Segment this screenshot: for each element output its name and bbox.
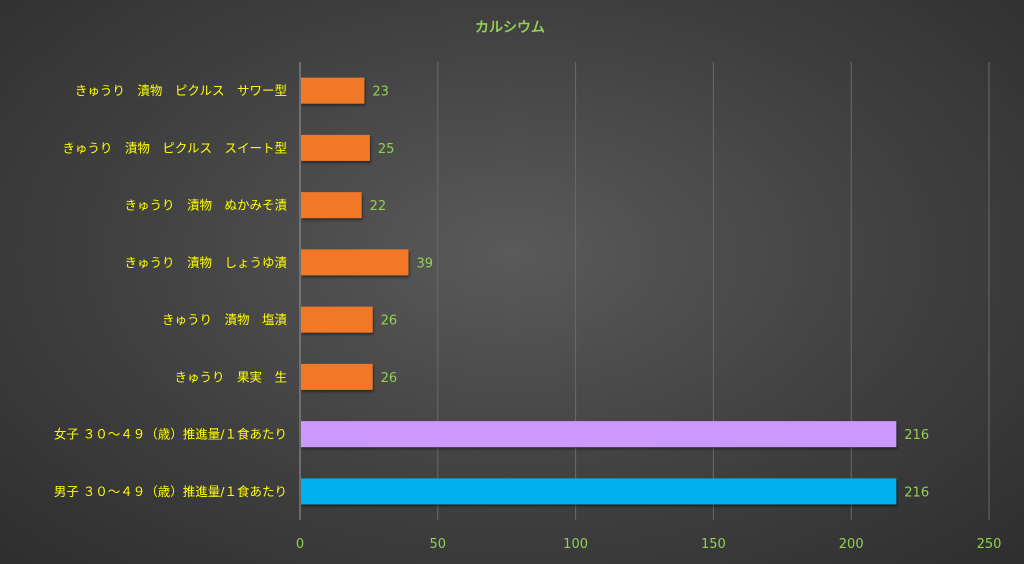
category-label: きゅうり 漬物 しょうゆ漬 (124, 255, 287, 270)
bar (301, 77, 365, 104)
category-label: きゅうり 漬物 ピクルス サワー型 (75, 83, 287, 98)
category-label: きゅうり 漬物 ピクルス スイート型 (62, 140, 287, 155)
data-label: 25 (378, 142, 395, 157)
category-label: きゅうり 果実 生 (174, 369, 287, 384)
bar (301, 478, 897, 505)
data-label: 39 (416, 256, 433, 271)
data-label: 26 (381, 314, 398, 329)
x-tick-label: 0 (296, 537, 304, 552)
bar (301, 134, 370, 161)
data-labels: 23 25 22 39 26 26 216 216 (370, 85, 929, 501)
x-tick-label: 50 (430, 537, 447, 552)
gridlines (299, 62, 990, 520)
data-label: 23 (372, 85, 389, 100)
category-label: きゅうり 漬物 ぬかみそ漬 (124, 198, 287, 213)
bar (301, 363, 373, 390)
x-tick-label: 250 (977, 537, 1002, 552)
x-axis-tick-labels: 0 50 100 150 200 250 (296, 537, 1002, 552)
chart-title: カルシウム (475, 20, 545, 36)
bars (301, 77, 897, 505)
bar (301, 306, 373, 333)
category-label: きゅうり 漬物 塩漬 (162, 312, 288, 327)
bar (301, 249, 409, 276)
data-label: 216 (904, 485, 929, 500)
bar (301, 421, 897, 448)
x-tick-label: 100 (563, 537, 588, 552)
x-tick-label: 150 (701, 537, 726, 552)
bar (301, 192, 362, 219)
category-label: 男子 ３０～４９（歳）推進量/１食あたり (54, 484, 287, 499)
data-label: 216 (904, 428, 929, 443)
data-label: 26 (381, 371, 398, 386)
category-label: 女子 ３０～４９（歳）推進量/１食あたり (54, 427, 287, 442)
x-tick-label: 200 (839, 537, 864, 552)
data-label: 22 (370, 199, 387, 214)
